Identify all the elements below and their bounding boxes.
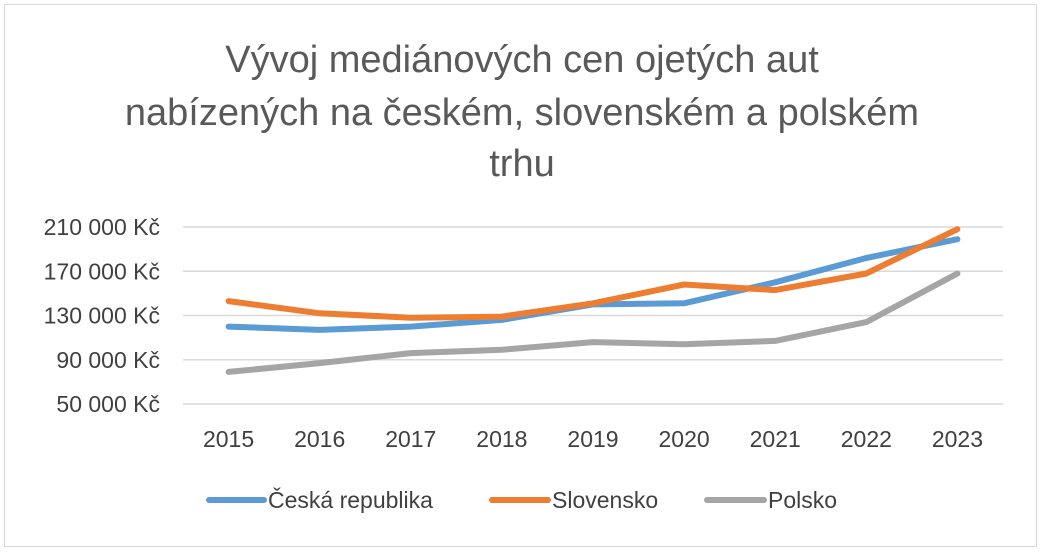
- legend: Česká republika Slovensko Polsko: [206, 486, 837, 513]
- legend-label: Polsko: [768, 487, 837, 513]
- chart-title-line-3: trhu: [489, 143, 554, 185]
- y-tick-label: 210 000 Kč: [44, 214, 160, 240]
- chart-title-line-2: nabízených na českém, slovenském a polsk…: [125, 92, 919, 134]
- legend-label: Slovensko: [552, 487, 658, 513]
- y-tick-label: 90 000 Kč: [56, 347, 160, 373]
- y-tick-label: 50 000 Kč: [56, 391, 160, 417]
- series-line-2: [225, 226, 961, 321]
- legend-item: Polsko: [704, 487, 837, 513]
- x-tick-label: 2020: [659, 426, 710, 452]
- x-tick-label: 2018: [476, 426, 527, 452]
- x-axis-ticks: 2015 2016 2017 2018 2019 2020 2021 2022 2023: [203, 426, 983, 452]
- chart-title: Vývoj mediánových cen ojetých aut nabíze…: [125, 39, 919, 185]
- y-tick-label: 130 000 Kč: [44, 303, 160, 329]
- series-lines: [225, 226, 961, 375]
- x-tick-label: 2019: [567, 426, 618, 452]
- x-tick-label: 2016: [294, 426, 345, 452]
- x-tick-label: 2015: [203, 426, 254, 452]
- legend-item: Česká republika: [206, 486, 433, 513]
- x-tick-label: 2023: [932, 426, 983, 452]
- x-tick-label: 2017: [385, 426, 436, 452]
- legend-item: Slovensko: [489, 487, 658, 513]
- x-tick-label: 2022: [841, 426, 892, 452]
- chart-title-line-1: Vývoj mediánových cen ojetých aut: [225, 39, 819, 81]
- y-axis-ticks: 50 000 Kč 90 000 Kč 130 000 Kč 170 000 Kč 21…: [44, 214, 160, 417]
- series-line-3: [225, 270, 961, 375]
- y-tick-label: 170 000 Kč: [44, 258, 160, 284]
- x-tick-label: 2021: [750, 426, 801, 452]
- legend-label: Česká republika: [268, 486, 433, 513]
